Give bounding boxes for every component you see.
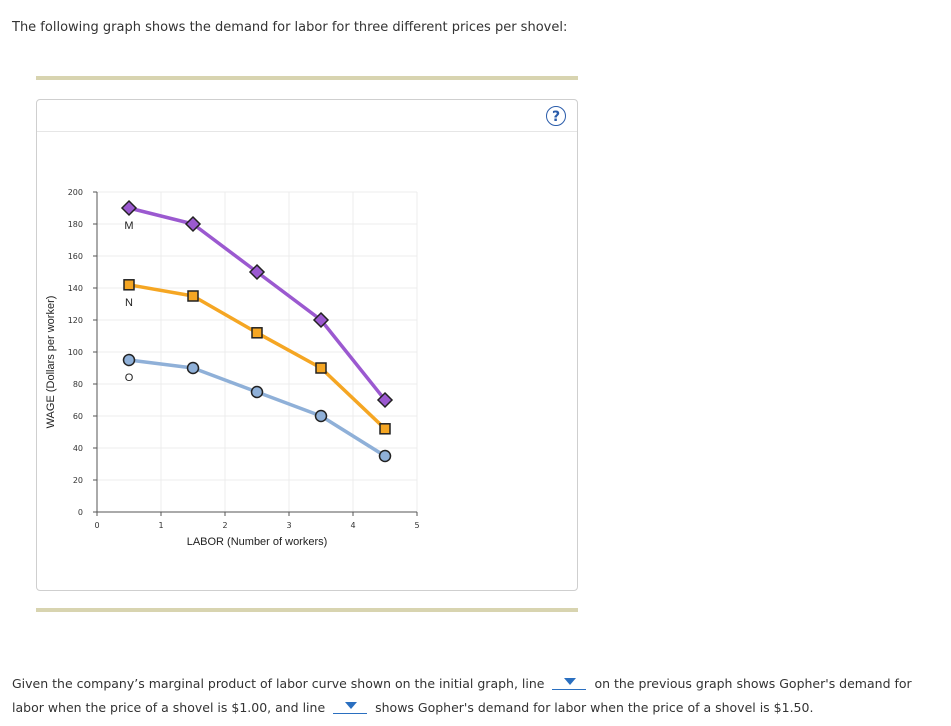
y-tick-label: 40 — [73, 444, 83, 453]
x-tick-label: 1 — [158, 521, 163, 530]
x-tick-label: 0 — [94, 521, 99, 530]
y-tick-label: 180 — [68, 220, 83, 229]
bottom-divider — [36, 608, 578, 612]
y-tick-label: 100 — [68, 348, 83, 357]
data-point-o — [250, 385, 264, 399]
labor-demand-chart: 0 20 40 60 80 100 120 140 160 180 200 0 1 2 3 4 5 LABOR (… — [45, 188, 420, 548]
data-point-o — [122, 353, 136, 367]
series-label-n: N — [125, 297, 133, 309]
question-part-3: shows Gopher's demand for labor when the… — [375, 700, 814, 715]
y-tick-label: 60 — [73, 412, 83, 421]
data-point-m — [376, 391, 394, 409]
line-dropdown-2[interactable] — [333, 699, 368, 714]
y-axis-label: WAGE (Dollars per worker) — [45, 296, 57, 429]
x-tick-label: 4 — [350, 521, 355, 530]
data-point-n — [379, 423, 391, 435]
data-point-o — [314, 409, 328, 423]
y-tick-label: 160 — [68, 252, 83, 261]
data-point-o — [186, 361, 200, 375]
top-divider — [36, 76, 578, 80]
panel-header-divider — [37, 131, 577, 132]
data-point-m — [184, 215, 202, 233]
data-point-n — [315, 362, 327, 374]
series-line-o — [128, 358, 386, 458]
x-tick-label: 3 — [286, 521, 291, 530]
data-point-n — [187, 290, 199, 302]
intro-text: The following graph shows the demand for… — [12, 20, 568, 35]
data-point-n — [251, 327, 263, 339]
question-text: Given the company’s marginal product of … — [12, 672, 942, 720]
series-line-n — [128, 283, 387, 431]
question-part-1: Given the company’s marginal product of … — [12, 676, 545, 691]
help-icon[interactable]: ? — [546, 106, 566, 126]
y-tick-label: 120 — [68, 316, 83, 325]
data-point-m — [248, 263, 266, 281]
x-tick-label: 2 — [222, 521, 227, 530]
series-line-m — [128, 206, 387, 402]
y-tick-label: 0 — [78, 508, 83, 517]
x-axis-label: LABOR (Number of workers) — [187, 536, 328, 548]
dropdown-arrow-icon — [345, 702, 358, 709]
y-tick-label: 80 — [73, 380, 83, 389]
question-part-2: on the previous graph shows Gopher's dem… — [12, 676, 912, 715]
line-dropdown-1[interactable] — [552, 675, 587, 690]
data-point-m — [120, 199, 138, 217]
series-label-m: M — [124, 220, 133, 232]
x-tick-label: 5 — [414, 521, 419, 530]
data-point-o — [378, 449, 392, 463]
y-tick-label: 140 — [68, 284, 83, 293]
graph-panel: ? 0 20 40 60 80 100 120 140 160 180 200 0 1 2 3 4 5 LABOR… — [36, 99, 578, 591]
y-tick-label: 200 — [68, 188, 83, 197]
data-point-m — [312, 311, 330, 329]
dropdown-arrow-icon — [564, 678, 577, 685]
data-point-n — [123, 279, 135, 291]
series-label-o: O — [125, 372, 134, 384]
y-tick-label: 20 — [73, 476, 83, 485]
